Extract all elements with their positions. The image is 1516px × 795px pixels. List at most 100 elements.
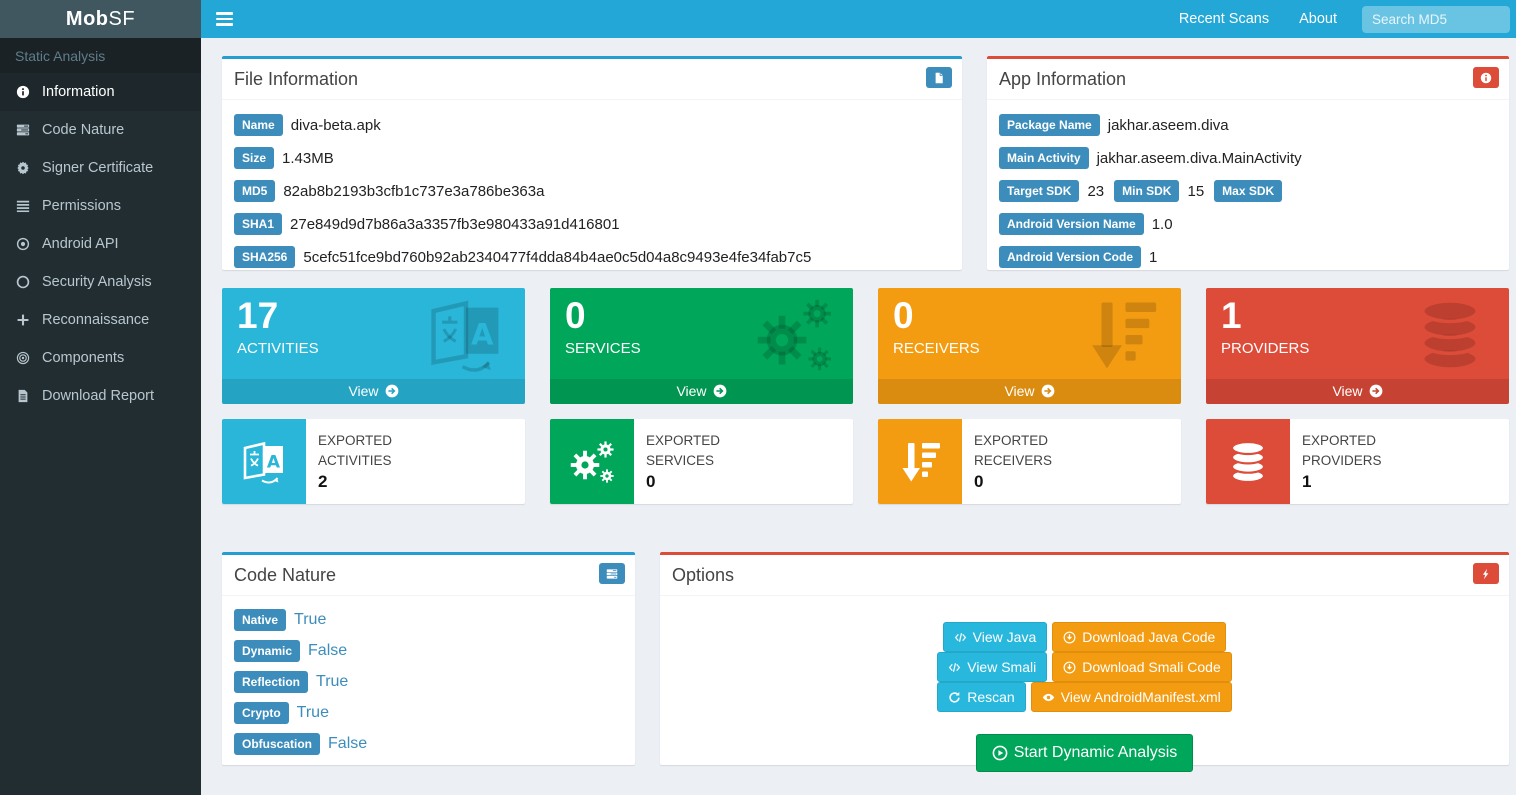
download-java-code-button[interactable]: Download Java Code xyxy=(1052,622,1227,652)
plus-icon xyxy=(15,313,31,328)
field-badge: Size xyxy=(234,147,275,169)
field-native: Native True xyxy=(234,609,623,631)
field-badge: Name xyxy=(234,114,283,136)
sidebar-item-signer-certificate[interactable]: Signer Certificate xyxy=(0,149,201,187)
code-icon xyxy=(948,661,961,674)
align-justify-icon xyxy=(15,199,31,214)
exported-services-box: EXPORTED SERVICES 0 xyxy=(550,419,853,504)
field-android-version-code: Android Version Code 1 xyxy=(999,246,1497,268)
sidebar-item-label: Download Report xyxy=(42,388,155,404)
view-receivers-link[interactable]: View xyxy=(878,379,1181,404)
main-content: File Information Name diva-beta.apk Size… xyxy=(201,38,1516,795)
view-activities-link[interactable]: View xyxy=(222,379,525,404)
card-header: Options xyxy=(660,555,1509,596)
card-body: Name diva-beta.apk Size 1.43MB MD5 82ab8… xyxy=(222,100,962,287)
start-button-wrap: Start Dynamic Analysis xyxy=(672,734,1497,772)
card-header: File Information xyxy=(222,59,962,100)
brand-logo[interactable]: Mob SF xyxy=(0,0,201,38)
stat-label: ACTIVITIES xyxy=(237,339,319,357)
field-android-version-name: Android Version Name 1.0 xyxy=(999,213,1497,235)
top-bar: Mob SF Recent Scans About xyxy=(0,0,1516,38)
arrow-circle-right-icon xyxy=(1369,384,1383,398)
field-value: 82ab8b2193b3cfb1c737e3a786be363a xyxy=(283,182,545,200)
field-md5: MD5 82ab8b2193b3cfb1c737e3a786be363a xyxy=(234,180,950,202)
view-label: View xyxy=(1004,383,1035,399)
field-badge: SHA1 xyxy=(234,213,283,235)
navbar-spacer xyxy=(247,0,1164,38)
field-badge: Min SDK xyxy=(1114,180,1180,202)
info-icon-button[interactable] xyxy=(1473,67,1499,88)
exported-label: EXPORTED ACTIVITIES xyxy=(318,433,393,468)
view-services-link[interactable]: View xyxy=(550,379,853,404)
field-main-activity: Main Activity jakhar.aseem.diva.MainActi… xyxy=(999,147,1497,169)
sidebar: Static Analysis Information Code Nature … xyxy=(0,38,201,795)
exported-providers-box: EXPORTED PROVIDERS 1 xyxy=(1206,419,1509,504)
field-value: jakhar.aseem.diva.MainActivity xyxy=(1096,149,1302,167)
options-button-grid: View Java Download Java Code View Smali xyxy=(672,622,1497,712)
view-smali-button[interactable]: View Smali xyxy=(937,652,1048,682)
stat-tile-providers: 1 PROVIDERS View xyxy=(1206,288,1509,404)
refresh-icon xyxy=(948,691,961,704)
stat-tile-activities: 17 ACTIVITIES View xyxy=(222,288,525,404)
sidebar-item-download-report[interactable]: Download Report xyxy=(0,377,201,415)
tasks-icon xyxy=(15,123,31,138)
start-dynamic-analysis-button[interactable]: Start Dynamic Analysis xyxy=(975,734,1194,772)
sidebar-item-components[interactable]: Components xyxy=(0,339,201,377)
circle-icon xyxy=(15,275,31,290)
download-smali-code-button[interactable]: Download Smali Code xyxy=(1052,652,1232,682)
hamburger-menu-icon[interactable] xyxy=(201,0,247,38)
info-box-content: EXPORTED SERVICES 0 xyxy=(634,419,770,504)
field-size: Size 1.43MB xyxy=(234,147,950,169)
options-row: View Java Download Java Code xyxy=(942,622,1227,652)
stat-inner: 1 PROVIDERS xyxy=(1206,288,1509,364)
eye-icon xyxy=(1042,691,1055,704)
card-title: Code Nature xyxy=(234,565,337,585)
sidebar-item-android-api[interactable]: Android API xyxy=(0,225,201,263)
sidebar-item-label: Components xyxy=(42,350,125,366)
sidebar-item-information[interactable]: Information xyxy=(0,73,201,111)
sidebar-item-permissions[interactable]: Permissions xyxy=(0,187,201,225)
stat-tile-services: 0 SERVICES View xyxy=(550,288,853,404)
bullseye-icon xyxy=(15,351,31,366)
view-java-button[interactable]: View Java xyxy=(942,622,1048,652)
field-sha256: SHA256 5cefc51fce9bd760b92ab2340477f4dda… xyxy=(234,246,950,268)
stat-tile-receivers: 0 RECEIVERS View xyxy=(878,288,1181,404)
brand-bold: Mob xyxy=(65,7,109,30)
nav-link-about[interactable]: About xyxy=(1299,11,1337,27)
search-container xyxy=(1352,0,1516,38)
file-icon xyxy=(933,72,945,84)
arrow-circle-right-icon xyxy=(713,384,727,398)
info-circle-icon xyxy=(15,85,31,100)
sidebar-item-code-nature[interactable]: Code Nature xyxy=(0,111,201,149)
field-value: 23 xyxy=(1087,182,1105,200)
field-value: 15 xyxy=(1187,182,1205,200)
view-providers-link[interactable]: View xyxy=(1206,379,1509,404)
search-md5-input[interactable] xyxy=(1362,5,1510,33)
sidebar-item-reconnaissance[interactable]: Reconnaissance xyxy=(0,301,201,339)
bolt-icon xyxy=(1480,568,1492,580)
file-information-card: File Information Name diva-beta.apk Size… xyxy=(222,56,962,270)
stat-inner: 0 RECEIVERS xyxy=(878,288,1181,364)
stat-label: RECEIVERS xyxy=(893,339,980,357)
field-value: True xyxy=(316,673,349,690)
view-androidmanifest-button[interactable]: View AndroidManifest.xml xyxy=(1030,682,1232,712)
download-circle-icon xyxy=(1063,661,1076,674)
rescan-button[interactable]: Rescan xyxy=(937,682,1026,712)
field-value: 1 xyxy=(1149,248,1158,266)
sidebar-item-security-analysis[interactable]: Security Analysis xyxy=(0,263,201,301)
field-badge: SHA256 xyxy=(234,246,296,268)
info-box-content: EXPORTED PROVIDERS 1 xyxy=(1290,419,1426,504)
download-circle-icon xyxy=(1063,631,1076,644)
field-crypto: Crypto True xyxy=(234,702,623,724)
exported-label: EXPORTED PROVIDERS xyxy=(1302,433,1382,468)
field-value: diva-beta.apk xyxy=(290,116,381,134)
tasks-icon-button[interactable] xyxy=(599,563,625,584)
field-obfuscation: Obfuscation False xyxy=(234,733,623,755)
nav-link-recent-scans[interactable]: Recent Scans xyxy=(1178,11,1270,27)
field-badge: Native xyxy=(234,609,287,631)
file-icon-button[interactable] xyxy=(926,67,952,88)
bolt-icon-button[interactable] xyxy=(1473,563,1499,584)
field-value: False xyxy=(308,642,348,659)
field-name: Name diva-beta.apk xyxy=(234,114,950,136)
tasks-icon xyxy=(606,568,618,580)
